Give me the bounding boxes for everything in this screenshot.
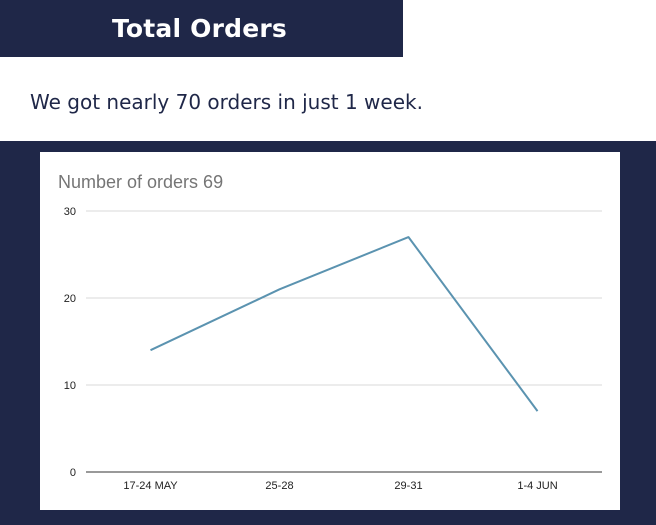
data-point: [150, 349, 152, 351]
line-chart: Number of orders 69 0 10 20 30 17-24 MAY 25-…: [58, 172, 602, 492]
data-point: [537, 410, 539, 412]
chart-card: Number of orders 69 0 10 20 30 17-24 MAY 25-…: [40, 152, 620, 510]
y-tick-label: 0: [70, 467, 76, 479]
y-axis-ticks: 0 10 20 30: [64, 206, 76, 479]
y-tick-label: 10: [64, 380, 76, 392]
data-point: [279, 288, 281, 290]
x-axis-ticks: 17-24 MAY 25-28 29-31 1-4 JUN: [123, 480, 557, 492]
x-tick-label: 29-31: [394, 480, 422, 492]
series-layer: [150, 236, 539, 412]
x-tick-label: 17-24 MAY: [123, 480, 178, 492]
series-line: [150, 236, 539, 412]
header-banner: Total Orders: [0, 0, 403, 57]
page-title: Total Orders: [111, 14, 288, 43]
x-tick-label: 1-4 JUN: [517, 480, 557, 492]
summary-text: We got nearly 70 orders in just 1 week.: [30, 90, 423, 114]
data-point: [408, 236, 410, 238]
grid-layer: [86, 210, 602, 386]
y-tick-label: 30: [64, 206, 76, 218]
y-tick-label: 20: [64, 293, 76, 305]
chart-title: Number of orders 69: [58, 172, 223, 192]
x-tick-label: 25-28: [265, 480, 293, 492]
